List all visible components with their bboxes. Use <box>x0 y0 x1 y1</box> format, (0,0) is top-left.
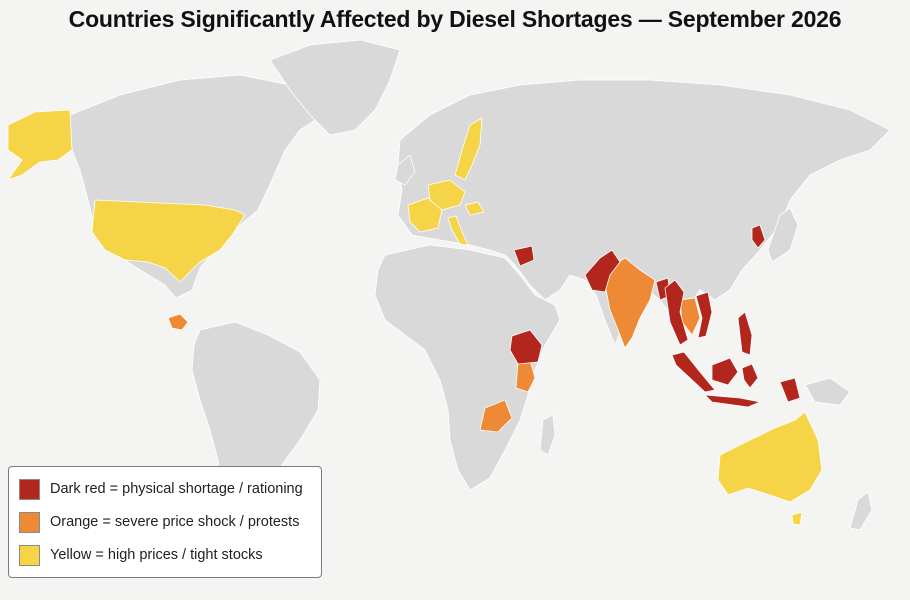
region-pakistan <box>584 249 621 293</box>
north-america-land <box>69 74 331 299</box>
region-indonesia-papua <box>779 377 801 403</box>
legend-label-dark-red: Dark red = physical shortage / rationing <box>50 481 303 497</box>
new-zealand-land <box>849 491 873 531</box>
legend-swatch-orange <box>19 511 40 533</box>
region-vietnam <box>695 291 713 339</box>
legend-item-yellow: Yellow = high prices / tight stocks <box>19 544 311 566</box>
region-syria <box>513 245 535 267</box>
region-eastern-europe <box>464 201 485 216</box>
region-zambia <box>479 399 513 433</box>
greenland-land <box>269 39 401 136</box>
africa-land <box>374 244 561 491</box>
region-indonesia-borneo <box>711 357 739 386</box>
region-central-europe <box>427 179 466 211</box>
region-korea <box>751 224 766 249</box>
legend-item-orange: Orange = severe price shock / protests <box>19 511 311 533</box>
legend-swatch-dark-red <box>19 478 40 500</box>
region-tasmania <box>791 511 803 526</box>
region-scandinavia <box>454 117 483 181</box>
legend: Dark red = physical shortage / rationing… <box>8 466 322 578</box>
madagascar-land <box>539 414 556 456</box>
legend-label-orange: Orange = severe price shock / protests <box>50 514 300 530</box>
yellow-regions <box>6 109 823 526</box>
dark-red-regions <box>509 224 801 408</box>
region-australia <box>717 411 823 503</box>
region-indonesia-java <box>703 394 762 408</box>
region-indonesia-sumatra <box>671 351 716 393</box>
legend-label-yellow: Yellow = high prices / tight stocks <box>50 547 263 563</box>
region-ethiopia <box>509 329 543 365</box>
region-alaska <box>6 109 73 181</box>
japan-land <box>767 207 799 263</box>
uk-land <box>394 154 416 186</box>
legend-item-dark-red: Dark red = physical shortage / rationing <box>19 478 311 500</box>
region-western-europe <box>407 197 443 233</box>
region-central-america <box>167 313 189 331</box>
region-india <box>605 257 656 349</box>
region-myanmar <box>664 279 689 346</box>
region-philippines <box>737 311 753 356</box>
region-indonesia-sulawesi <box>741 363 759 389</box>
papua-land <box>804 377 851 406</box>
region-united-states <box>91 199 246 283</box>
eurasia-land <box>397 79 891 346</box>
legend-swatch-yellow <box>19 544 40 566</box>
map-title: Countries Significantly Affected by Dies… <box>68 6 842 32</box>
region-italy <box>447 215 469 246</box>
